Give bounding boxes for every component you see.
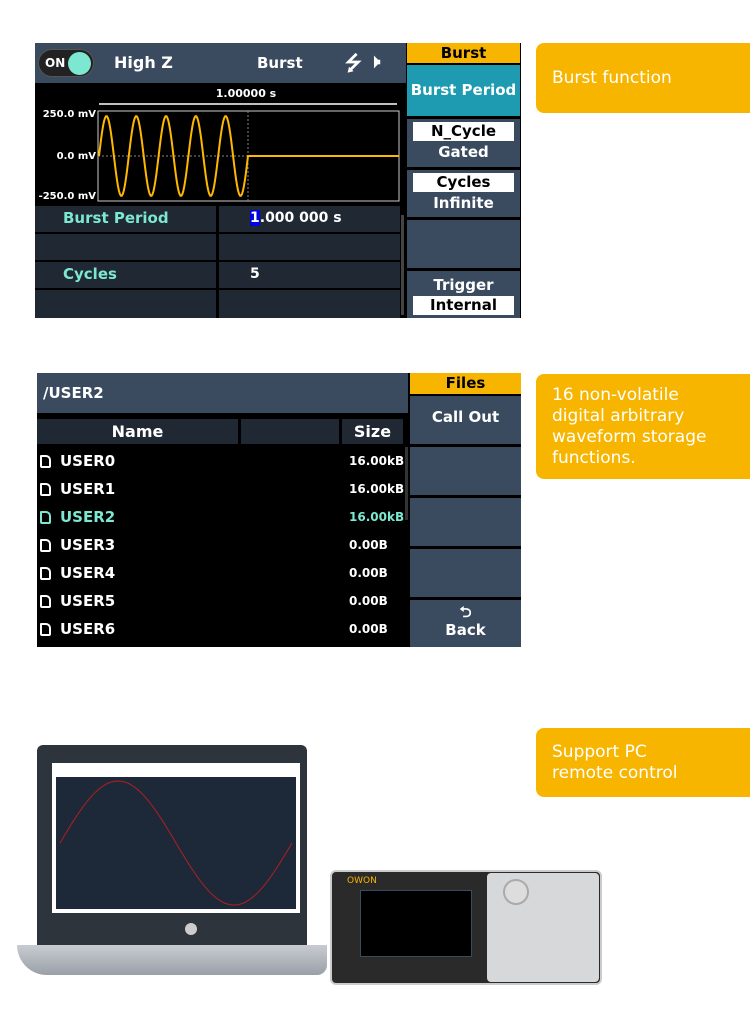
file-icon xyxy=(40,539,51,552)
callout-remote: Support PC remote control xyxy=(536,728,750,797)
param-row[interactable]: Cycles xyxy=(35,262,216,288)
param-value xyxy=(219,234,400,260)
file-icon xyxy=(40,567,51,580)
file-icon xyxy=(40,511,51,524)
file-icon xyxy=(40,595,51,608)
column-blank xyxy=(241,419,339,444)
menu-burst-period[interactable]: Burst Period xyxy=(407,65,520,116)
callout-burst: Burst function xyxy=(536,43,750,113)
burst-menu: Burst Burst Period N_Cycle Gated Cycles In… xyxy=(407,43,521,318)
mode-label: Burst xyxy=(257,54,303,72)
cursor-digit: 1 xyxy=(250,210,260,226)
file-list: USER0 16.00kB USER1 16.00kB USER2 16.00kB U… xyxy=(37,447,408,647)
param-value xyxy=(219,290,400,318)
load-label: High Z xyxy=(114,53,173,72)
menu-trigger[interactable]: Trigger Internal xyxy=(407,271,520,318)
param-value[interactable]: 5 xyxy=(219,262,400,288)
back-button[interactable]: ⮌ Back xyxy=(410,600,521,647)
usb-icon: ⭍ xyxy=(345,51,362,75)
param-row xyxy=(35,290,216,318)
menu-burst-type[interactable]: N_Cycle Gated xyxy=(407,119,520,167)
file-row[interactable]: USER1 16.00kB xyxy=(37,475,407,503)
param-row[interactable]: Burst Period xyxy=(35,206,216,232)
param-table: Burst Period 1.000 000 s Cycles 5 xyxy=(35,205,406,318)
param-row xyxy=(35,234,216,260)
menu-cycles[interactable]: Cycles Infinite xyxy=(407,170,520,217)
waveform-display: 1.00000 s 250.0 mV 0.0 mV -250.0 mV xyxy=(39,87,400,202)
param-value[interactable]: 1.000 000 s xyxy=(219,206,400,232)
status-bar: ON High Z Burst ⭍ 🕨 xyxy=(35,43,406,83)
file-row[interactable]: USER6 0.00B xyxy=(37,615,407,643)
file-icon xyxy=(40,483,51,496)
files-menu: Files Call Out ⮌ Back xyxy=(410,373,521,647)
callout-storage: 16 non-volatile digital arbitrary wavefo… xyxy=(536,374,750,479)
file-row[interactable]: USER3 0.00B xyxy=(37,531,407,559)
scrollbar[interactable] xyxy=(401,215,404,315)
file-row[interactable]: USER4 0.00B xyxy=(37,559,407,587)
laptop-sine-wave xyxy=(59,780,293,906)
owon-logo: OWON xyxy=(347,876,377,886)
laptop-logo xyxy=(185,923,197,935)
y-label: 250.0 mV xyxy=(43,109,97,120)
burst-screen: ON High Z Burst ⭍ 🕨 1.00000 s 250.0 mV 0… xyxy=(35,43,521,318)
file-icon xyxy=(40,623,51,636)
device-screen xyxy=(360,890,472,957)
scrollbar[interactable] xyxy=(405,447,408,520)
column-size[interactable]: Size xyxy=(342,419,403,444)
toggle-knob xyxy=(68,52,91,75)
menu-empty xyxy=(410,498,521,546)
menu-title: Files xyxy=(410,373,521,394)
period-label: 1.00000 s xyxy=(216,87,277,100)
speaker-icon: 🕨 xyxy=(369,51,381,72)
menu-title: Burst xyxy=(407,43,520,63)
file-row[interactable]: USER5 0.00B xyxy=(37,587,407,615)
menu-empty xyxy=(410,447,521,495)
file-row-selected[interactable]: USER2 16.00kB xyxy=(37,503,407,531)
laptop-screen xyxy=(52,763,300,913)
back-arrow-icon: ⮌ xyxy=(459,603,472,621)
menu-empty xyxy=(410,549,521,597)
file-row[interactable]: USER0 16.00kB xyxy=(37,447,407,475)
burst-waveform xyxy=(98,115,399,197)
menu-empty xyxy=(407,220,520,268)
path-bar: /USER2 xyxy=(37,373,408,413)
product-photo: OWON xyxy=(15,745,605,995)
file-icon xyxy=(40,455,51,468)
y-label: -250.0 mV xyxy=(39,191,97,202)
device-knob[interactable] xyxy=(503,879,529,905)
column-name[interactable]: Name xyxy=(37,419,238,444)
call-out-button[interactable]: Call Out xyxy=(410,396,521,444)
y-label: 0.0 mV xyxy=(57,151,97,162)
laptop-base xyxy=(17,945,327,975)
files-screen: /USER2 Name Size USER0 16.00kB USER1 16.00… xyxy=(37,373,521,647)
output-toggle[interactable]: ON xyxy=(38,49,94,77)
